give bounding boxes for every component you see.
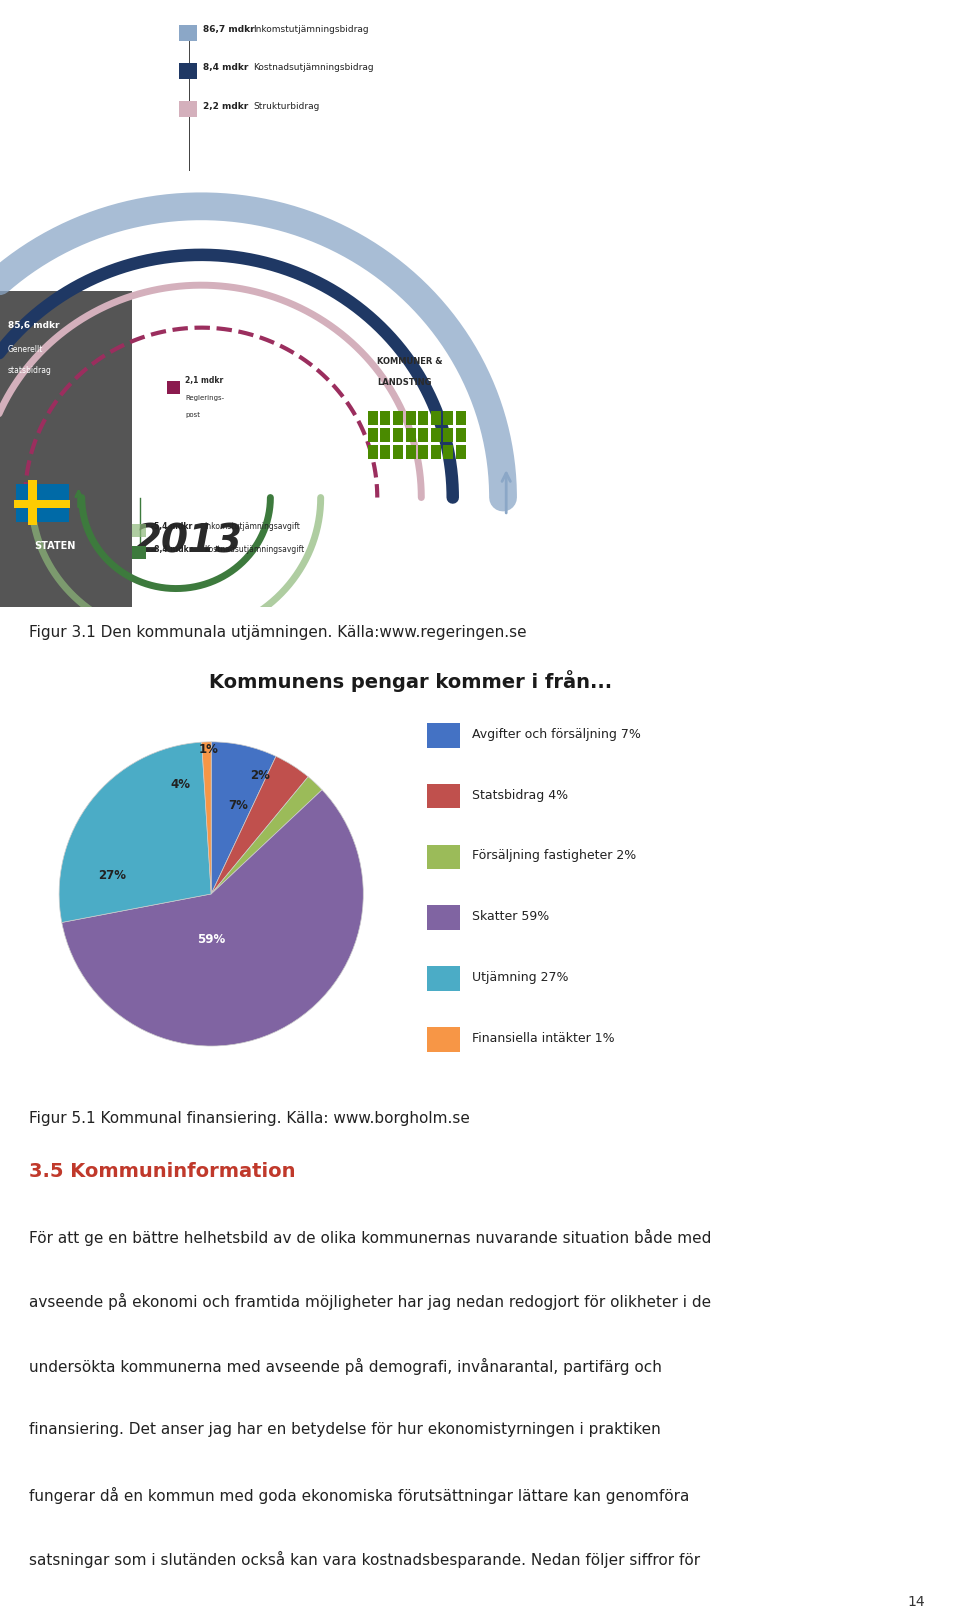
Text: KOMMUNER &: KOMMUNER &: [377, 358, 443, 366]
Bar: [405, 445, 416, 460]
Text: Inkomstutjämningsavgift: Inkomstutjämningsavgift: [204, 523, 300, 531]
Text: Kostnadsutjämningsavgift: Kostnadsutjämningsavgift: [204, 545, 304, 553]
Wedge shape: [61, 790, 363, 1047]
Text: Kostnadsutjämningsbidrag: Kostnadsutjämningsbidrag: [253, 63, 374, 73]
Text: 4%: 4%: [171, 778, 191, 791]
Bar: [180, 102, 197, 116]
Bar: [427, 966, 460, 990]
Bar: [393, 411, 403, 424]
Bar: [405, 429, 416, 442]
Text: 2%: 2%: [250, 769, 270, 781]
Bar: [427, 783, 460, 809]
Bar: [180, 63, 197, 79]
Text: STATEN: STATEN: [35, 540, 76, 552]
Bar: [380, 411, 391, 424]
Text: För att ge en bättre helhetsbild av de olika kommunernas nuvarande situation båd: För att ge en bättre helhetsbild av de o…: [29, 1230, 711, 1246]
Bar: [427, 723, 460, 748]
Text: 3.5 Kommuninformation: 3.5 Kommuninformation: [29, 1162, 296, 1181]
Text: 59%: 59%: [197, 934, 226, 947]
Bar: [444, 429, 453, 442]
Wedge shape: [202, 741, 211, 893]
Text: Skatter 59%: Skatter 59%: [472, 911, 549, 924]
Text: LANDSTING: LANDSTING: [377, 379, 432, 387]
Text: statsbidrag: statsbidrag: [8, 366, 52, 375]
Text: -8,4 mdkr: -8,4 mdkr: [151, 545, 192, 553]
Wedge shape: [211, 777, 322, 893]
Text: Avgifter och försäljning 7%: Avgifter och försäljning 7%: [472, 728, 641, 741]
Text: avseende på ekonomi och framtida möjligheter har jag nedan redogjort för olikhet: avseende på ekonomi och framtida möjligh…: [29, 1293, 711, 1311]
Text: 85,6 mdkr: 85,6 mdkr: [8, 320, 60, 330]
Bar: [368, 429, 378, 442]
Bar: [167, 382, 180, 395]
Bar: [427, 906, 460, 930]
Bar: [380, 445, 391, 460]
Bar: [15, 484, 69, 523]
Text: Statsbidrag 4%: Statsbidrag 4%: [472, 788, 568, 801]
Wedge shape: [211, 741, 276, 893]
Bar: [431, 411, 441, 424]
Bar: [132, 547, 146, 560]
Bar: [431, 429, 441, 442]
Text: 8,4 mdkr: 8,4 mdkr: [204, 63, 249, 73]
Bar: [431, 445, 441, 460]
Bar: [132, 524, 146, 537]
Bar: [419, 445, 428, 460]
Bar: [405, 411, 416, 424]
Bar: [180, 24, 197, 40]
Text: Försäljning fastigheter 2%: Försäljning fastigheter 2%: [472, 849, 636, 862]
Text: undersökta kommunerna med avseende på demografi, invånarantal, partifärg och: undersökta kommunerna med avseende på de…: [29, 1358, 661, 1375]
Text: Figur 5.1 Kommunal finansiering. Källa: www.borgholm.se: Figur 5.1 Kommunal finansiering. Källa: …: [29, 1110, 469, 1126]
Bar: [444, 445, 453, 460]
Bar: [380, 429, 391, 442]
Text: Utjämning 27%: Utjämning 27%: [472, 971, 569, 984]
Bar: [456, 411, 466, 424]
Text: Kommunens pengar kommer i från...: Kommunens pengar kommer i från...: [209, 670, 612, 693]
Text: Inkomstutjämningsbidrag: Inkomstutjämningsbidrag: [253, 26, 369, 34]
Bar: [393, 445, 403, 460]
Bar: [419, 411, 428, 424]
Bar: [368, 445, 378, 460]
Text: 2013: 2013: [134, 523, 243, 560]
Bar: [444, 411, 453, 424]
Text: -5,4 mdkr: -5,4 mdkr: [151, 523, 192, 531]
Text: post: post: [185, 413, 201, 419]
Text: finansiering. Det anser jag har en betydelse för hur ekonomistyrningen i praktik: finansiering. Det anser jag har en betyd…: [29, 1422, 660, 1437]
Text: 86,7 mdkr: 86,7 mdkr: [204, 26, 254, 34]
Bar: [28, 481, 37, 524]
Text: 27%: 27%: [98, 869, 127, 882]
Bar: [13, 500, 70, 508]
Text: Generellt: Generellt: [8, 345, 43, 354]
Text: fungerar då en kommun med goda ekonomiska förutsättningar lättare kan genomföra: fungerar då en kommun med goda ekonomisk…: [29, 1487, 689, 1505]
Bar: [456, 445, 466, 460]
Wedge shape: [211, 756, 308, 893]
Bar: [456, 429, 466, 442]
Bar: [393, 429, 403, 442]
Polygon shape: [0, 291, 132, 607]
Text: Finansiella intäkter 1%: Finansiella intäkter 1%: [472, 1032, 615, 1045]
Text: Figur 3.1 Den kommunala utjämningen. Källa:www.regeringen.se: Figur 3.1 Den kommunala utjämningen. Käl…: [29, 625, 526, 641]
Wedge shape: [60, 743, 211, 922]
Bar: [427, 845, 460, 869]
Text: 1%: 1%: [198, 743, 218, 756]
Text: 2,2 mdkr: 2,2 mdkr: [204, 102, 249, 110]
Bar: [427, 1027, 460, 1052]
Text: satsningar som i slutänden också kan vara kostnadsbesparande. Nedan följer siffr: satsningar som i slutänden också kan var…: [29, 1552, 700, 1568]
Text: Strukturbidrag: Strukturbidrag: [253, 102, 320, 110]
Bar: [419, 429, 428, 442]
Bar: [368, 411, 378, 424]
Text: 2,1 mdkr: 2,1 mdkr: [185, 377, 224, 385]
Text: 14: 14: [908, 1595, 925, 1608]
Text: 7%: 7%: [228, 799, 249, 812]
Text: Reglerings-: Reglerings-: [185, 395, 225, 401]
